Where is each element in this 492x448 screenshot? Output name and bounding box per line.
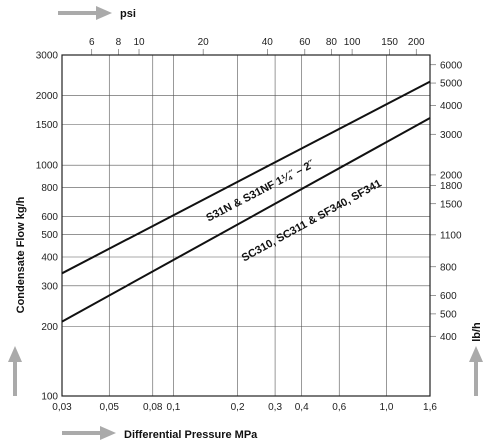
y-right-tick-label: 2000 bbox=[440, 170, 463, 181]
y-tick-label: 600 bbox=[41, 212, 58, 223]
y-tick-label: 100 bbox=[41, 392, 58, 403]
y-tick-label: 200 bbox=[41, 322, 58, 333]
y-arrow-icon bbox=[8, 346, 22, 396]
y-right-tick-label: 400 bbox=[440, 332, 457, 343]
plot-frame bbox=[61, 54, 431, 397]
y-tick-label: 2000 bbox=[36, 91, 59, 102]
x-top-tick-label: 60 bbox=[299, 37, 311, 48]
x-top-tick-label: 20 bbox=[198, 37, 210, 48]
y-right-tick-label: 1100 bbox=[440, 230, 462, 241]
x-top-tick-label: 40 bbox=[262, 37, 274, 48]
y-right-tick-label: 4000 bbox=[440, 101, 463, 112]
y-tick-label: 300 bbox=[41, 281, 58, 292]
y-tick-label: 400 bbox=[41, 253, 58, 264]
y-axis-label: Condensate Flow kg/h bbox=[15, 196, 27, 313]
y-right-tick-label: 1500 bbox=[440, 199, 463, 210]
y-tick-label: 3000 bbox=[36, 51, 59, 62]
x-top-tick-label: 200 bbox=[408, 37, 425, 48]
y-right-tick-label: 1800 bbox=[440, 181, 463, 192]
y-right-axis-label: lb/h bbox=[471, 322, 483, 342]
x-tick-label: 0,6 bbox=[332, 402, 346, 413]
y-tick-label: 800 bbox=[41, 183, 58, 194]
grid-lines bbox=[61, 49, 436, 397]
x-top-tick-label: 80 bbox=[326, 37, 338, 48]
y-right-tick-label: 6000 bbox=[440, 60, 463, 71]
y-tick-label: 1000 bbox=[36, 161, 59, 172]
x-tick-label: 0,4 bbox=[295, 402, 309, 413]
x-axis-label: Differential Pressure MPa bbox=[124, 429, 258, 441]
x-tick-label: 0,2 bbox=[231, 402, 245, 413]
x-top-axis-label: psi bbox=[120, 8, 136, 20]
x-top-tick-label: 10 bbox=[133, 37, 145, 48]
x-tick-label: 1,6 bbox=[423, 402, 437, 413]
x-tick-label: 0,3 bbox=[268, 402, 282, 413]
y-right-tick-label: 3000 bbox=[440, 130, 463, 141]
psi-arrow-icon bbox=[58, 6, 112, 20]
y-tick-label: 500 bbox=[41, 230, 58, 241]
tick-labels: 0,03 0,05 0,08 0,1 0,2 0,3 0,4 0,6 1,0 1,6 6 8 10 20 4… bbox=[36, 37, 463, 413]
x-top-tick-label: 6 bbox=[89, 37, 95, 48]
x-tick-label: 0,05 bbox=[100, 402, 120, 413]
x-top-tick-label: 8 bbox=[116, 37, 122, 48]
y-right-arrow-icon bbox=[469, 346, 483, 396]
y-right-tick-label: 500 bbox=[440, 309, 457, 320]
y-right-tick-label: 600 bbox=[440, 291, 457, 302]
y-right-tick-label: 5000 bbox=[440, 79, 463, 90]
series-line-2 bbox=[61, 117, 431, 323]
x-tick-label: 1,0 bbox=[380, 402, 394, 413]
y-right-tick-label: 800 bbox=[440, 262, 457, 273]
series-line-1 bbox=[61, 80, 431, 275]
x-tick-label: 0,1 bbox=[166, 402, 180, 413]
x-top-tick-label: 100 bbox=[344, 37, 361, 48]
x-tick-label: 0,03 bbox=[52, 402, 72, 413]
x-tick-label: 0,08 bbox=[143, 402, 163, 413]
mpa-arrow-icon bbox=[62, 426, 116, 440]
x-top-tick-label: 150 bbox=[381, 37, 398, 48]
y-tick-label: 1500 bbox=[36, 120, 59, 131]
